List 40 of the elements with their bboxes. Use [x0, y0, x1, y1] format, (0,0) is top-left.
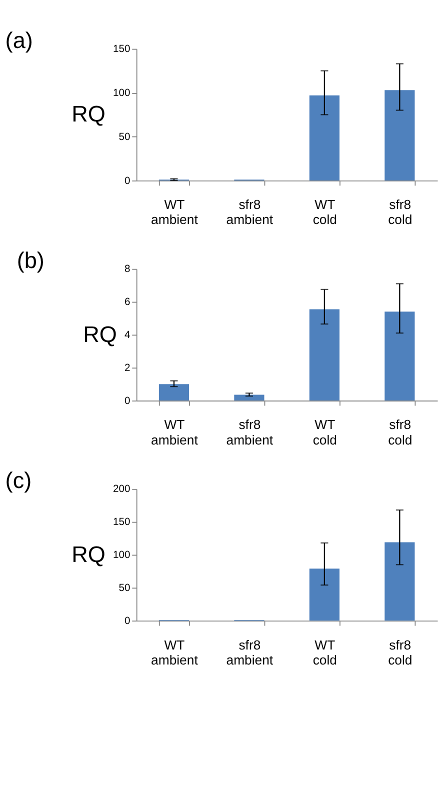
bar	[384, 90, 415, 180]
y-tick-label: 6	[124, 297, 130, 308]
x-tick-label: WT ambient	[151, 637, 198, 668]
chart-title: (c)	[5, 468, 32, 494]
bar	[384, 542, 415, 621]
x-tick-label: sfr8 ambient	[226, 417, 274, 448]
y-axis-title: RQ	[83, 322, 117, 347]
chart-title: (a)	[5, 28, 33, 53]
bar	[384, 312, 415, 401]
y-tick-label: 8	[124, 264, 130, 276]
bar	[158, 384, 190, 401]
x-tick-label: WT ambient	[151, 417, 198, 448]
y-tick-label: 0	[124, 616, 130, 627]
y-tick-label: 50	[118, 582, 130, 594]
x-tick-label: sfr8 ambient	[226, 197, 274, 228]
bar	[234, 394, 264, 401]
x-tick-label: WT cold	[312, 197, 337, 228]
x-tick-label: sfr8 cold	[388, 637, 412, 668]
y-tick-label: 0	[124, 176, 130, 187]
y-tick-label: 0	[124, 396, 130, 407]
y-tick-label: 4	[124, 330, 130, 342]
y-tick-label: 100	[113, 88, 131, 100]
bar	[309, 568, 340, 621]
x-tick-label: WT cold	[312, 637, 337, 668]
y-tick-label: 100	[113, 550, 131, 562]
x-tick-label: sfr8 cold	[388, 197, 412, 228]
y-tick-label: 150	[113, 44, 131, 56]
y-axis-title: RQ	[72, 102, 106, 127]
bar	[309, 309, 340, 401]
bar	[309, 95, 340, 180]
y-tick-label: 200	[113, 484, 131, 496]
x-tick-label: sfr8 cold	[388, 417, 412, 448]
y-axis-title: RQ	[72, 542, 106, 567]
y-tick-label: 50	[118, 132, 130, 143]
y-tick-label: 2	[124, 362, 130, 374]
x-tick-label: WT cold	[312, 417, 337, 448]
x-tick-label: WT ambient	[151, 197, 198, 228]
x-tick-label: sfr8 ambient	[226, 637, 274, 668]
chart-title: (b)	[16, 248, 44, 273]
y-tick-label: 150	[113, 517, 131, 528]
